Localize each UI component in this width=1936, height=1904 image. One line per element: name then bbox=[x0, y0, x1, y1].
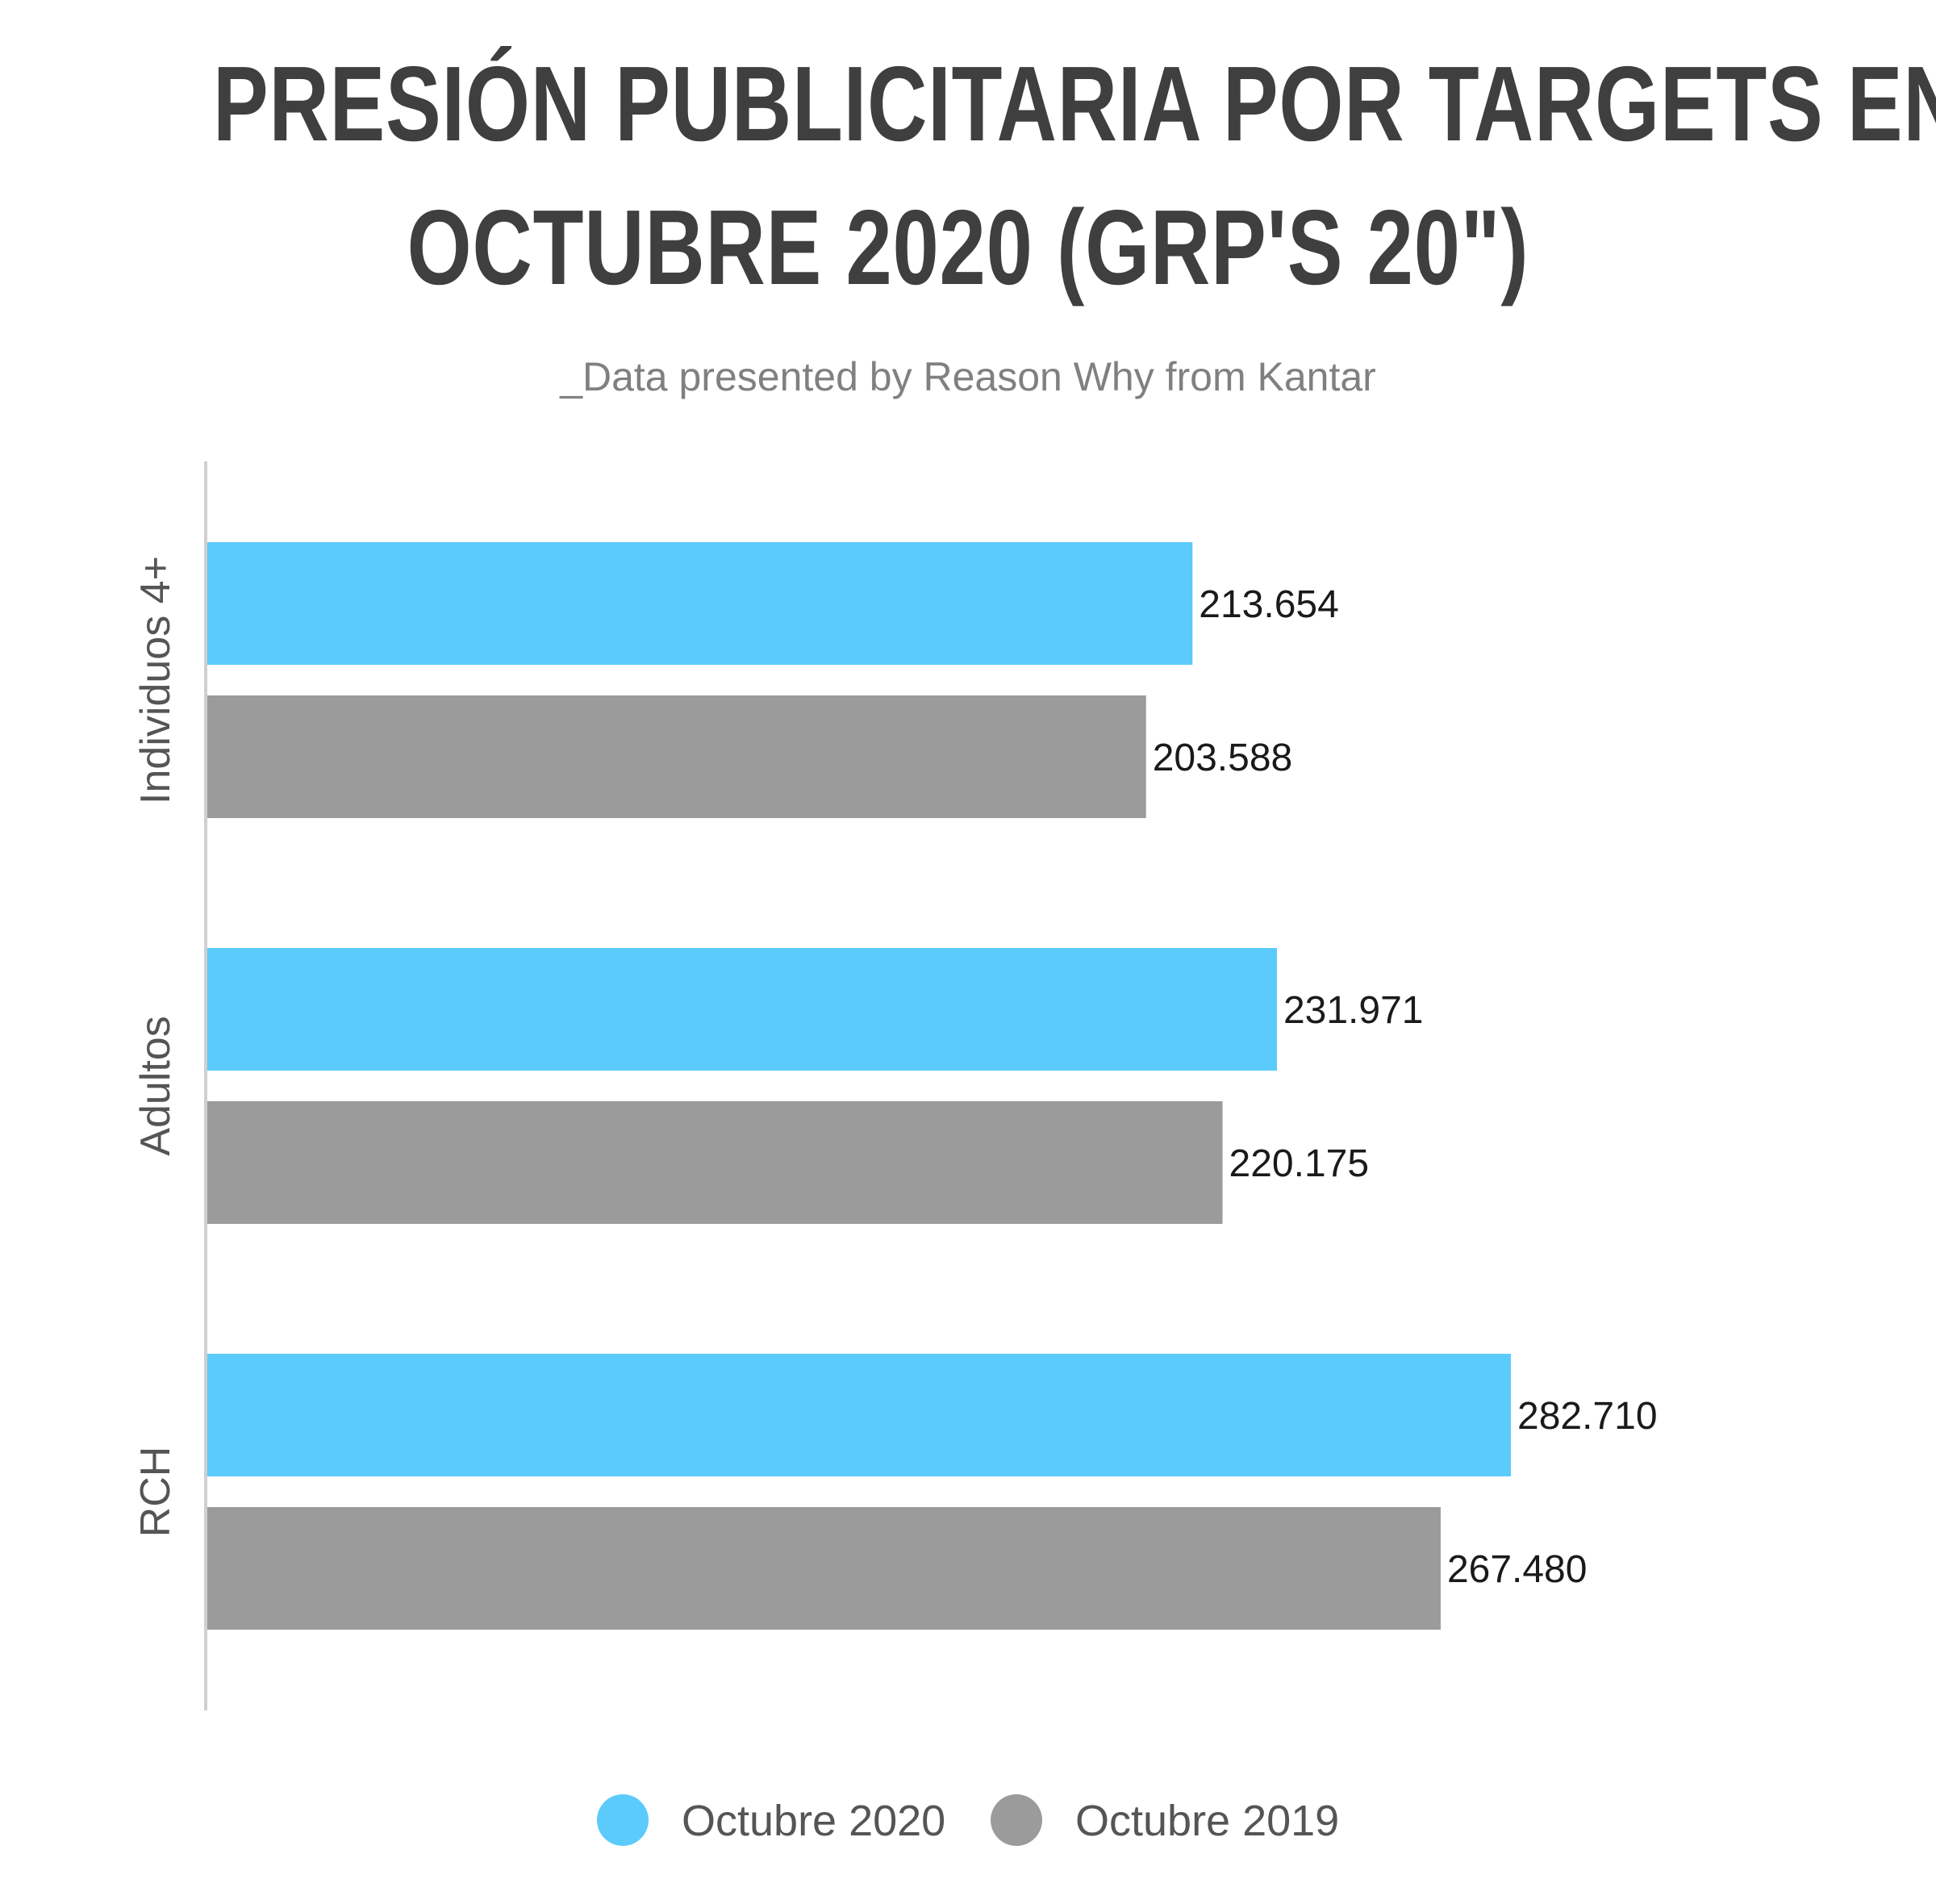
bar-rch-series-2 bbox=[207, 1507, 1441, 1630]
bar-rch-series-1 bbox=[207, 1354, 1511, 1476]
bar-value-label: 267.480 bbox=[1447, 1548, 1588, 1591]
bar-value-label: 203.588 bbox=[1153, 737, 1293, 779]
bar-value-label: 282.710 bbox=[1517, 1395, 1658, 1438]
bar-value-label: 231.971 bbox=[1283, 989, 1424, 1032]
chart-title-line-2: OCTUBRE 2020 (GRP'S 20") bbox=[407, 188, 1529, 307]
category-label: RCH bbox=[132, 1447, 179, 1538]
chart-title-line-1: PRESIÓN PUBLICITARIA POR TARGETS EN bbox=[213, 44, 1936, 163]
category-label: Individuos 4+ bbox=[132, 556, 179, 804]
legend-label-series-2: Octubre 2019 bbox=[1075, 1797, 1339, 1845]
bar-adultos-series-2 bbox=[207, 1101, 1223, 1224]
chart-subtitle: _Data presented by Reason Why from Kanta… bbox=[560, 354, 1376, 399]
legend: Octubre 2020 Octubre 2019 bbox=[597, 1794, 1339, 1846]
bars-layer bbox=[207, 542, 1511, 1630]
legend-marker-series-2 bbox=[991, 1794, 1042, 1846]
bar-value-label: 213.654 bbox=[1199, 583, 1339, 626]
legend-label-series-1: Octubre 2020 bbox=[682, 1797, 945, 1845]
chart-title: PRESIÓN PUBLICITARIA POR TARGETS EN OCTU… bbox=[213, 32, 1936, 319]
bar-individuos-4--series-2 bbox=[207, 695, 1146, 818]
labels-layer: 213.654 203.588 231.971 220.175 282.710 267.4… bbox=[1153, 583, 1658, 1591]
category-label: Adultos bbox=[132, 1016, 179, 1155]
categories-layer: Individuos 4+ Adultos RCH bbox=[132, 556, 179, 1537]
bar-value-label: 220.175 bbox=[1229, 1142, 1370, 1185]
bar-adultos-series-1 bbox=[207, 948, 1277, 1071]
legend-marker-series-1 bbox=[597, 1794, 649, 1846]
bar-individuos-4--series-1 bbox=[207, 542, 1193, 665]
